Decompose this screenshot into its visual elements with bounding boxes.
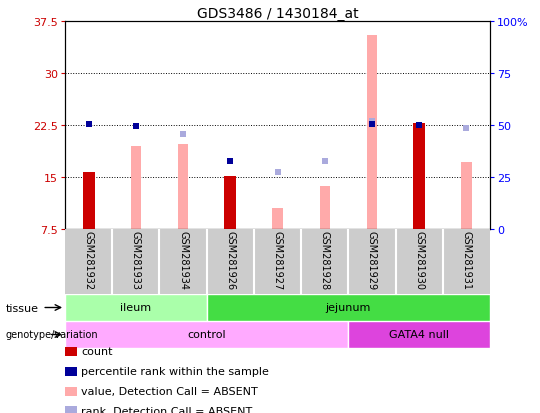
Text: genotype/variation: genotype/variation <box>5 330 98 339</box>
Text: count: count <box>81 347 113 356</box>
Text: GSM281930: GSM281930 <box>414 231 424 290</box>
Text: value, Detection Call = ABSENT: value, Detection Call = ABSENT <box>81 386 258 396</box>
Text: ileum: ileum <box>120 303 151 313</box>
Bar <box>225 177 236 230</box>
Bar <box>207 294 490 321</box>
Bar <box>83 173 94 230</box>
Bar <box>320 187 330 230</box>
Text: GSM281931: GSM281931 <box>461 231 471 290</box>
Text: GSM281926: GSM281926 <box>225 231 235 290</box>
Bar <box>65 321 348 348</box>
Text: tissue: tissue <box>5 303 38 313</box>
Bar <box>367 36 377 230</box>
Text: GATA4 null: GATA4 null <box>389 330 449 339</box>
Text: GSM281934: GSM281934 <box>178 231 188 290</box>
Bar <box>413 123 425 230</box>
Bar <box>272 209 283 230</box>
Text: control: control <box>187 330 226 339</box>
Text: GSM281932: GSM281932 <box>84 231 93 290</box>
Text: GSM281929: GSM281929 <box>367 231 377 290</box>
Text: rank, Detection Call = ABSENT: rank, Detection Call = ABSENT <box>81 406 252 413</box>
Text: GSM281928: GSM281928 <box>320 231 330 290</box>
Text: GSM281933: GSM281933 <box>131 231 141 290</box>
Bar <box>65 294 207 321</box>
Bar <box>131 147 141 230</box>
Text: GSM281927: GSM281927 <box>273 231 282 290</box>
Bar <box>178 145 188 230</box>
Bar <box>461 162 471 230</box>
Bar <box>348 321 490 348</box>
Title: GDS3486 / 1430184_at: GDS3486 / 1430184_at <box>197 7 359 21</box>
Text: jejunum: jejunum <box>326 303 371 313</box>
Text: percentile rank within the sample: percentile rank within the sample <box>81 366 269 376</box>
